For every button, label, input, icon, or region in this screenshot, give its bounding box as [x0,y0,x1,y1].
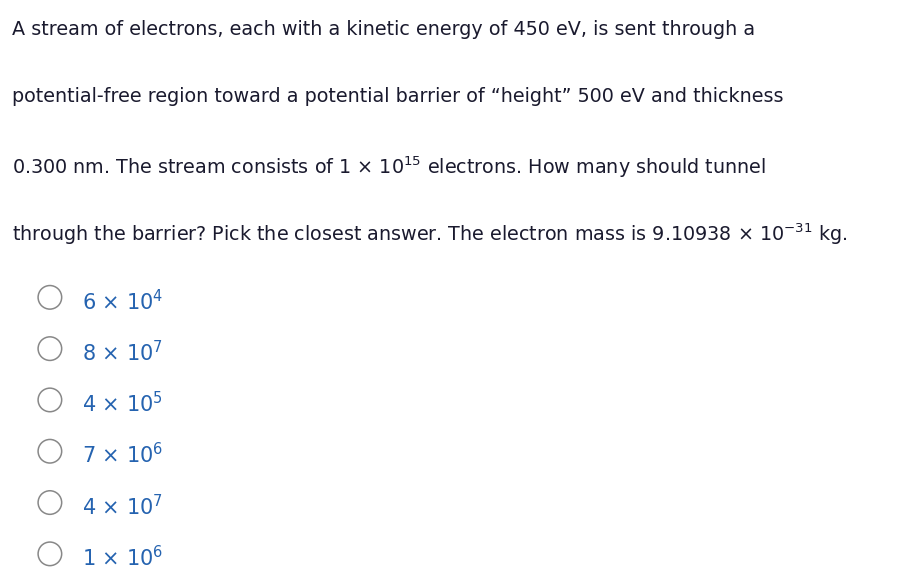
Text: 6 × 10$^{4}$: 6 × 10$^{4}$ [82,289,163,314]
Text: 4 × 10$^{7}$: 4 × 10$^{7}$ [82,494,162,519]
Text: potential-free region toward a potential barrier of “height” 500 eV and thicknes: potential-free region toward a potential… [12,87,784,107]
Text: 7 × 10$^{6}$: 7 × 10$^{6}$ [82,442,163,468]
Text: 0.300 nm. The stream consists of 1 × 10$^{15}$ electrons. How many should tunnel: 0.300 nm. The stream consists of 1 × 10$… [12,154,766,180]
Text: 1 × 10$^{6}$: 1 × 10$^{6}$ [82,545,163,570]
Text: A stream of electrons, each with a kinetic energy of 450 eV, is sent through a: A stream of electrons, each with a kinet… [12,20,755,40]
Text: 4 × 10$^{5}$: 4 × 10$^{5}$ [82,391,162,416]
Text: 8 × 10$^{7}$: 8 × 10$^{7}$ [82,340,162,365]
Text: through the barrier? Pick the closest answer. The electron mass is 9.10938 × 10$: through the barrier? Pick the closest an… [12,222,847,247]
